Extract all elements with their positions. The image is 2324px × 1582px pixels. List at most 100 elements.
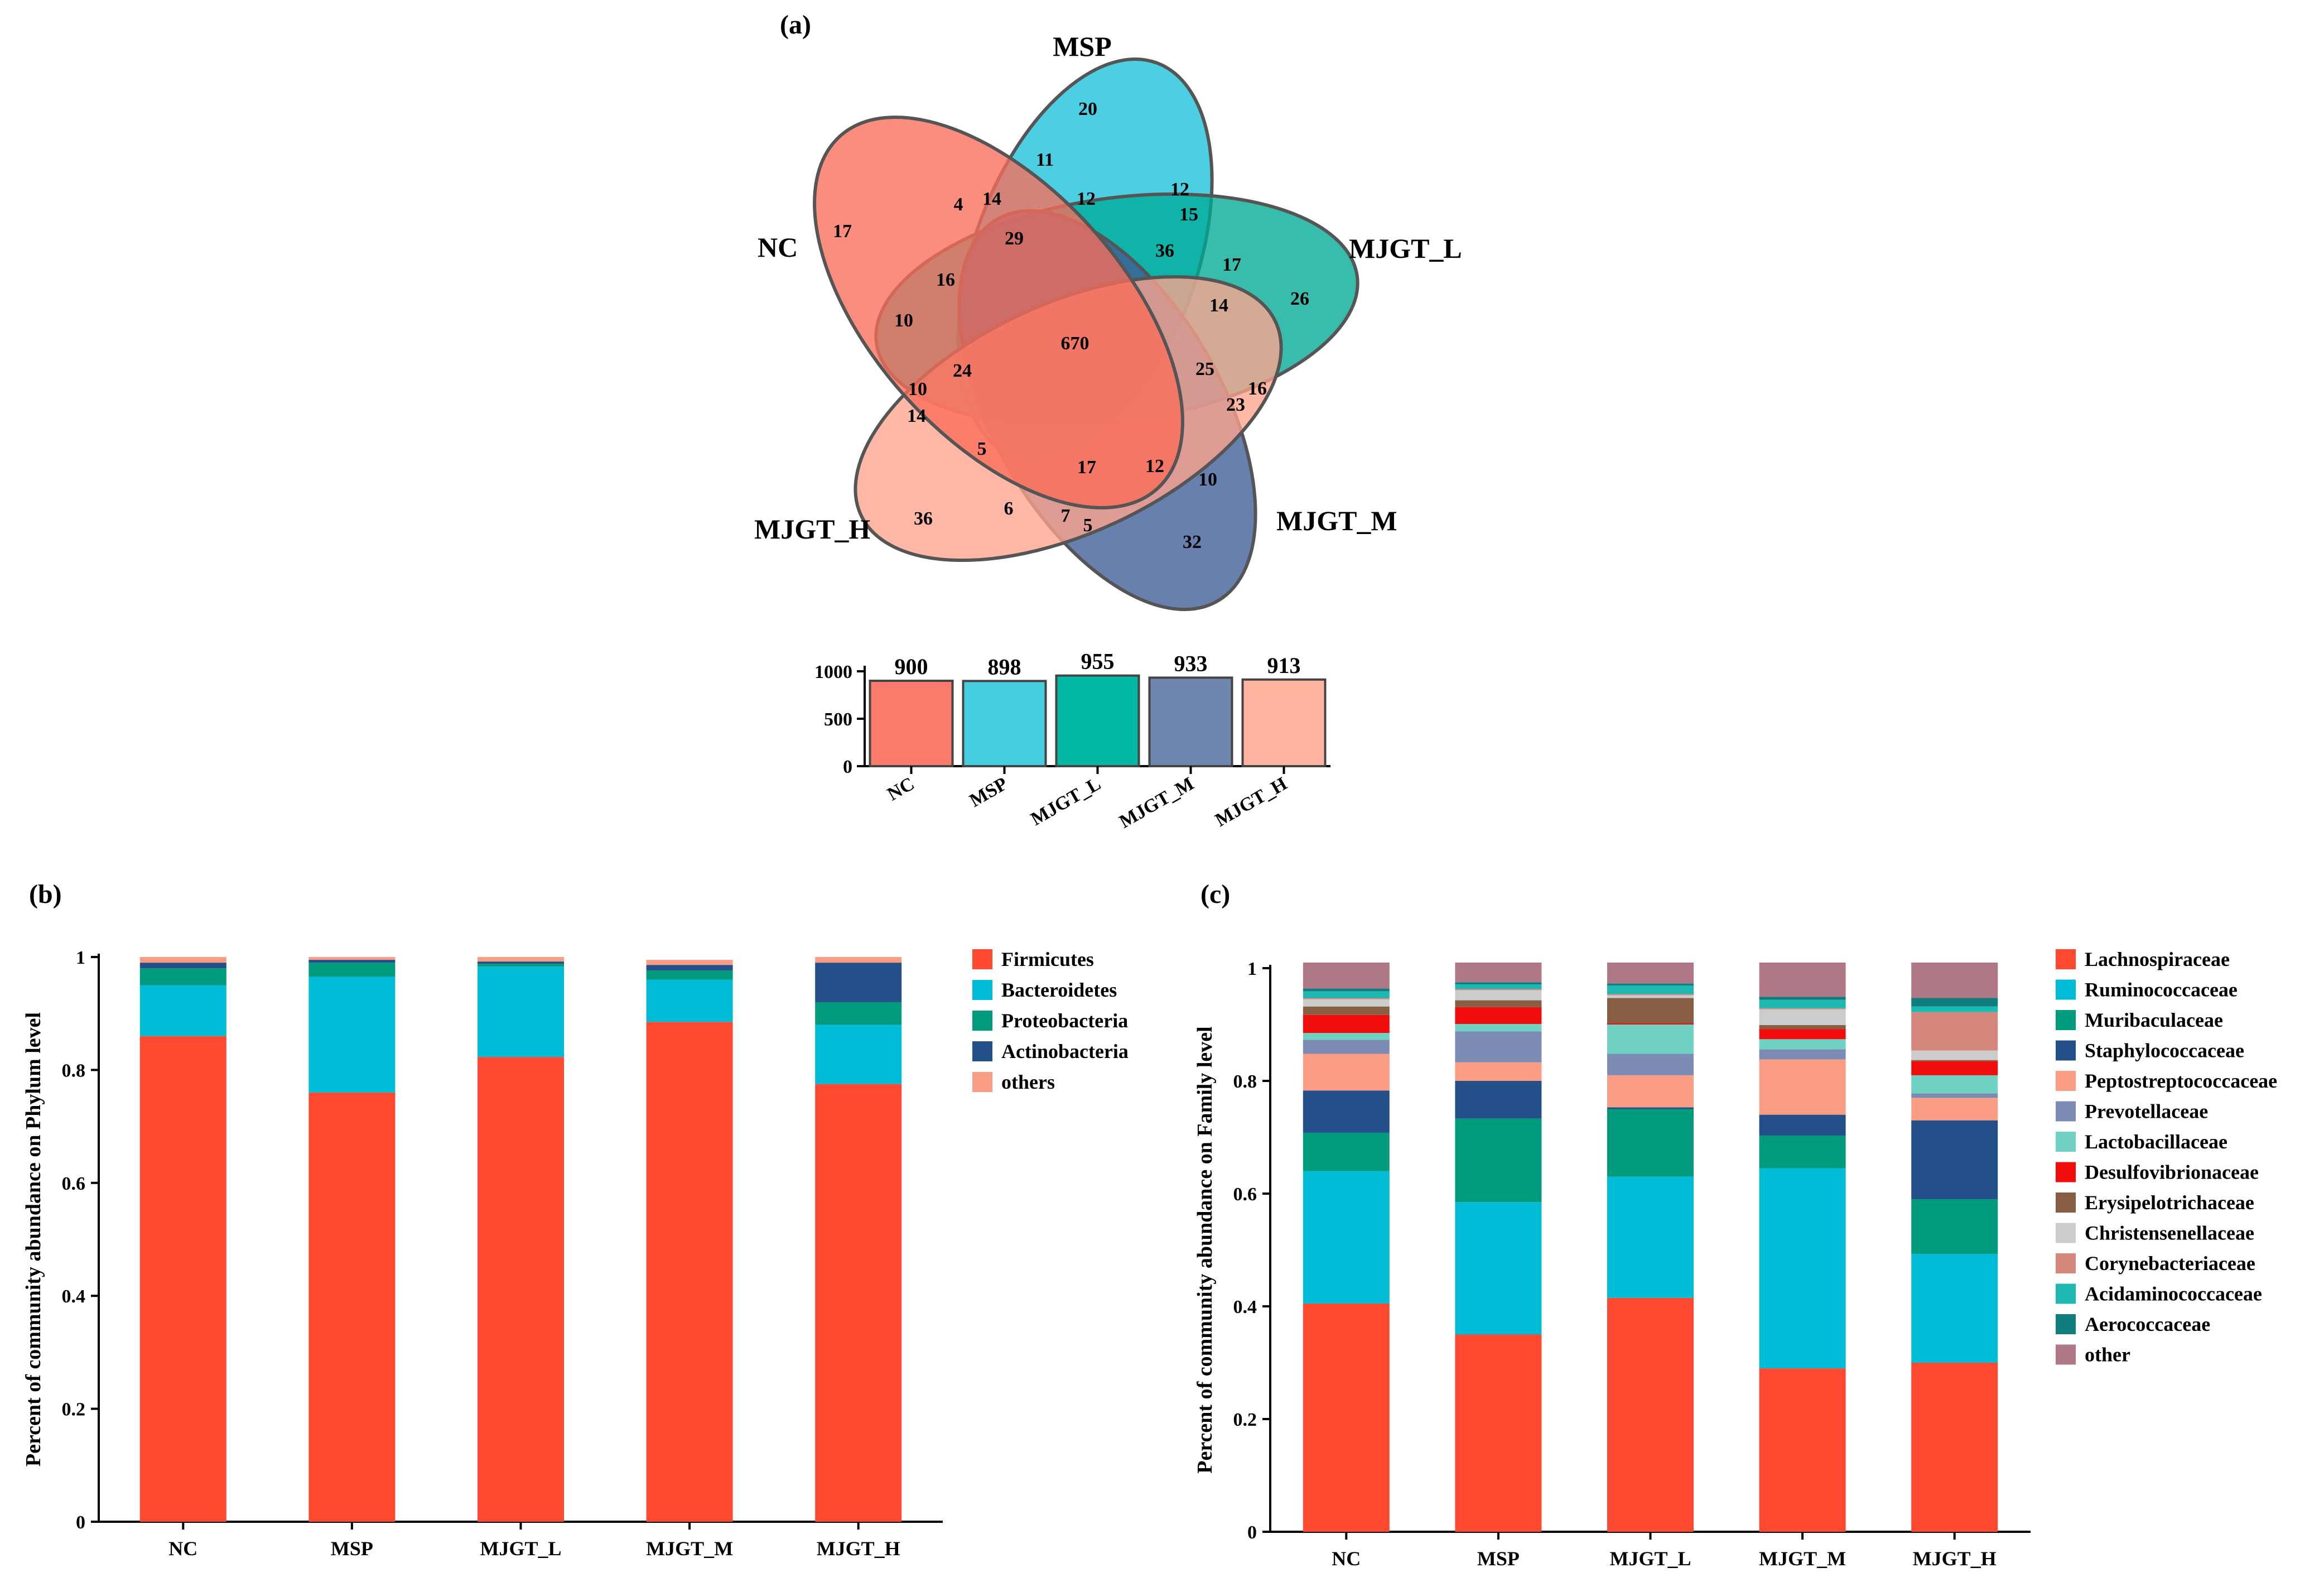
venn-region-value: 10 <box>908 379 927 400</box>
bar-segment <box>1911 1120 1998 1200</box>
venn-region-value: 10 <box>894 310 913 331</box>
bar-segment <box>1455 1023 1542 1032</box>
bar-segment <box>1911 1061 1998 1075</box>
legend-entry: Ruminococcaceae <box>2085 979 2238 1001</box>
legend-swatch <box>2056 1040 2076 1061</box>
venn-region-value: 25 <box>1195 359 1214 379</box>
legend-swatch <box>2056 1314 2076 1334</box>
legend-swatch <box>2056 1071 2076 1091</box>
bar-segment <box>139 1036 226 1522</box>
bar-segment <box>1911 1060 1998 1061</box>
venn-region-value: 14 <box>1209 295 1228 316</box>
bar-segment <box>1455 990 1542 1001</box>
bar-segment <box>1607 1107 1694 1109</box>
bar-segment <box>1759 1368 1846 1532</box>
legend-entry: Firmicutes <box>1001 948 1094 970</box>
y-tick-label: 1 <box>76 948 85 968</box>
x-tick-label: MSP <box>1477 1547 1520 1570</box>
venn-region-value: 16 <box>1248 378 1267 399</box>
legend-swatch <box>972 1041 992 1061</box>
venn-region-value: 5 <box>977 439 987 459</box>
bar-segment <box>308 960 396 963</box>
bar-segment <box>815 1084 902 1522</box>
venn-region-value: 12 <box>1077 189 1096 209</box>
bar <box>869 680 954 767</box>
venn-region-value: 14 <box>907 406 926 426</box>
y-tick-label: 0.2 <box>1233 1410 1257 1430</box>
legend-entry: Staphylococcaceae <box>2085 1040 2244 1062</box>
legend-swatch <box>2056 949 2076 969</box>
bar-segment <box>1455 1000 1542 1007</box>
venn-region-value: 15 <box>1179 204 1198 225</box>
bar-segment <box>1303 1090 1390 1133</box>
bar <box>962 680 1047 767</box>
venn-region-value: 32 <box>1183 532 1202 552</box>
legend-entry: Peptostreptococcaceae <box>2085 1070 2277 1092</box>
venn-region-value: 36 <box>914 508 933 529</box>
bar-segment <box>1911 1199 1998 1254</box>
bar-segment <box>1607 1054 1694 1075</box>
bar-segment <box>308 957 396 960</box>
bar-segment <box>646 970 733 980</box>
bar <box>1055 674 1140 768</box>
bar-segment <box>646 979 733 1022</box>
bar-segment <box>1455 984 1542 989</box>
bar-segment <box>1607 1109 1694 1177</box>
x-tick-label: MSP <box>331 1537 373 1560</box>
venn-region-value: 12 <box>1145 456 1164 477</box>
venn-region-value: 17 <box>1077 457 1096 478</box>
venn-region-value: 6 <box>1004 498 1014 519</box>
bar-segment <box>1303 1006 1390 1015</box>
bar-segment <box>1303 1033 1390 1040</box>
venn-region-value: 4 <box>954 194 963 215</box>
bar-segment <box>308 963 396 977</box>
bar-segment <box>1911 962 1998 998</box>
x-tick-label: MJGT_L <box>1028 773 1105 830</box>
bar-segment <box>815 957 902 963</box>
bar-segment <box>1607 1025 1694 1054</box>
legend-swatch <box>2056 1010 2076 1030</box>
bar-segment <box>1607 995 1694 998</box>
data-label: 955 <box>1081 649 1115 674</box>
bar-segment <box>815 1002 902 1025</box>
legend-swatch <box>2056 1344 2076 1365</box>
x-tick-label: NC <box>1332 1547 1361 1570</box>
panel-label-b: (b) <box>29 879 62 909</box>
bar-segment <box>1759 1114 1846 1136</box>
bar-segment <box>815 963 902 1002</box>
legend-swatch <box>2056 1132 2076 1152</box>
bar-segment <box>1759 1059 1846 1115</box>
legend-entry: other <box>2085 1344 2130 1366</box>
bar-segment <box>1911 1006 1998 1012</box>
legend-entry: Corynebacteriaceae <box>2085 1252 2255 1275</box>
bar-segment <box>1455 962 1542 983</box>
legend-swatch <box>2056 1283 2076 1304</box>
y-tick-label: 0 <box>1247 1522 1257 1543</box>
bar-segment <box>1455 1007 1542 1024</box>
x-tick-label: MJGT_H <box>1913 1547 1997 1570</box>
legend-entry: others <box>1001 1071 1055 1093</box>
bar-segment <box>1303 1054 1390 1091</box>
legend-swatch <box>972 1072 992 1092</box>
legend-swatch <box>2056 1101 2076 1122</box>
bar-segment <box>1303 999 1390 1007</box>
bar-segment <box>1303 1132 1390 1171</box>
bar-segment <box>1911 1075 1998 1094</box>
x-tick-label: MSP <box>966 773 1011 811</box>
bar-segment <box>1607 985 1694 994</box>
bar-segment <box>1303 998 1390 999</box>
bar-segment <box>1911 998 1998 1007</box>
data-label: 900 <box>895 654 928 679</box>
venn-set-label-nc: NC <box>758 232 798 263</box>
bar-segment <box>1911 1012 1998 1051</box>
data-label: 933 <box>1174 651 1208 676</box>
legend-entry: Muribaculaceae <box>2085 1009 2223 1031</box>
bar-segment <box>1759 1049 1846 1060</box>
venn-region-value: 29 <box>1005 228 1024 249</box>
bar-segment <box>1455 1118 1542 1203</box>
legend-swatch <box>2056 1192 2076 1213</box>
venn-region-value: 20 <box>1078 99 1097 119</box>
y-tick-label: 1 <box>1247 959 1257 979</box>
bar-segment <box>1759 1168 1846 1369</box>
